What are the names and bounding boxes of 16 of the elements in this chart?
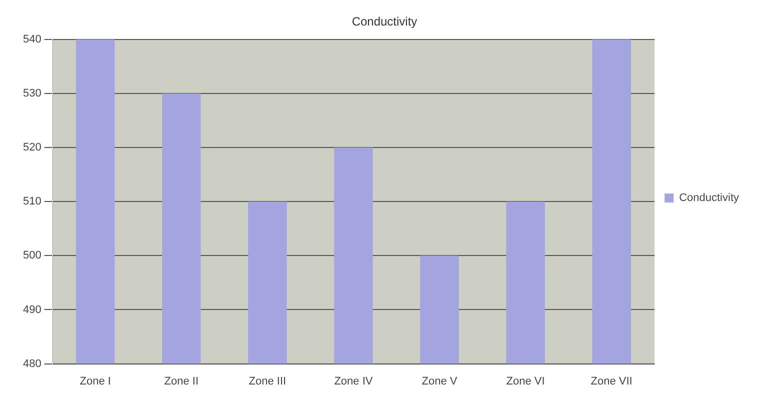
y-tick-label: 520 — [22, 142, 42, 154]
y-tick-label: 480 — [22, 358, 42, 370]
y-tick-label: 490 — [22, 304, 42, 316]
y-tick-label: 530 — [22, 88, 42, 100]
chart-title: Conductivity — [352, 14, 418, 29]
x-tick-label: Zone II — [164, 375, 199, 388]
x-tick-label: Zone IV — [334, 375, 374, 388]
x-tick-label: Zone V — [422, 375, 458, 388]
y-tick-label: 510 — [22, 196, 42, 208]
x-tick-label: Zone III — [248, 375, 286, 388]
x-tick-label: Zone VI — [506, 375, 545, 388]
legend-label: Conductivity — [679, 192, 740, 204]
y-tick-label: 500 — [22, 250, 42, 262]
y-tick-label: 540 — [22, 33, 42, 46]
x-tick-label: Zone VII — [590, 375, 632, 388]
x-tick-label: Zone I — [80, 375, 111, 388]
